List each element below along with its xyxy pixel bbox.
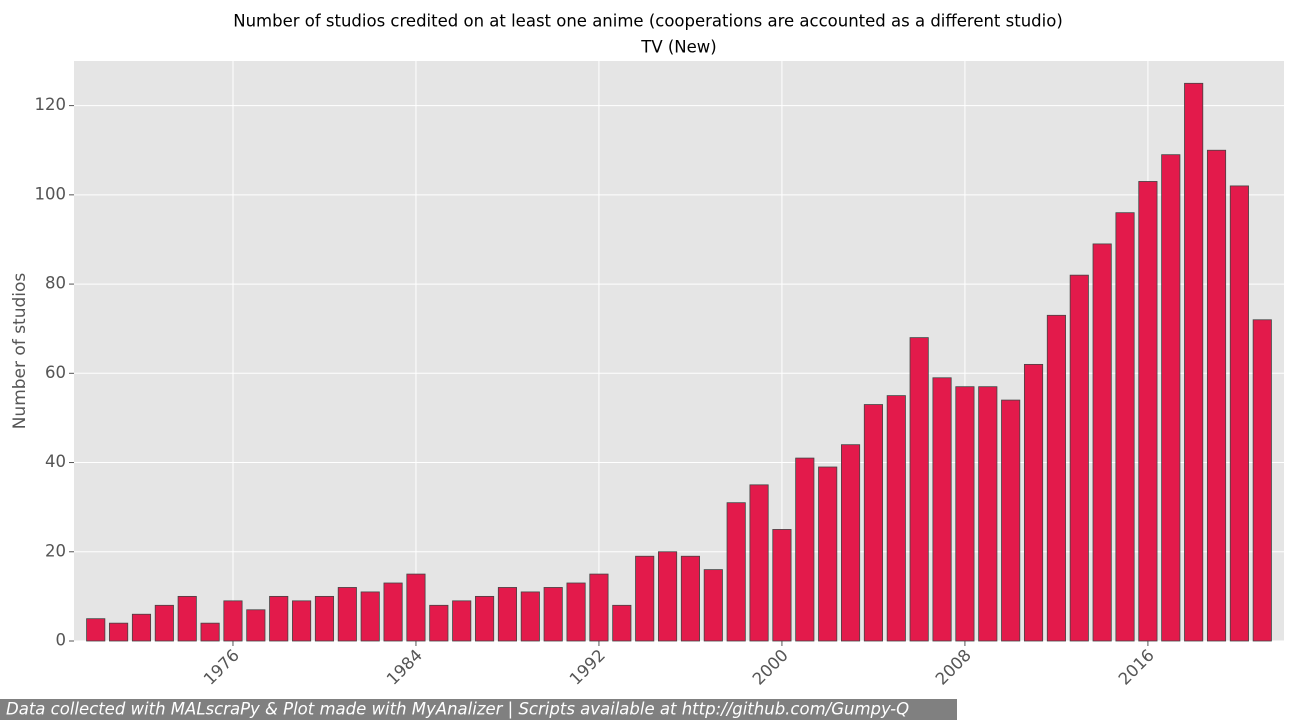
bar (86, 618, 106, 642)
bar (520, 591, 540, 642)
bar (589, 573, 609, 642)
bar (360, 591, 380, 642)
bar (1252, 319, 1272, 642)
bar (955, 386, 975, 642)
bar (1138, 181, 1158, 642)
bar (497, 587, 517, 642)
bar (1023, 363, 1044, 642)
bar (1046, 314, 1066, 642)
bar (475, 595, 495, 642)
footer-bg (0, 699, 957, 720)
bar (1161, 154, 1181, 642)
x-tick-label: 2000 (749, 646, 792, 689)
bar (841, 444, 861, 642)
bar (1092, 243, 1112, 642)
x-tick-label: 2008 (932, 646, 975, 689)
bar (818, 466, 838, 642)
x-tick-label: 1984 (383, 646, 426, 689)
bar (269, 595, 289, 642)
bar (680, 555, 700, 642)
bar (703, 569, 723, 642)
bar (749, 484, 769, 642)
bar (383, 582, 403, 642)
chart-subtitle: TV (New) (640, 38, 716, 57)
bar (863, 404, 883, 642)
bar (1206, 149, 1227, 642)
bar (978, 386, 998, 642)
bar (109, 622, 129, 642)
bar (337, 587, 357, 642)
footer: Data collected with MALscraPy & Plot mad… (6, 700, 909, 719)
bar (566, 582, 586, 642)
bar (543, 587, 563, 642)
bar (932, 377, 952, 642)
y-axis-label: Number of studios (10, 273, 30, 430)
y-tick-label: 40 (45, 452, 66, 471)
bar (612, 604, 632, 642)
bar (1184, 82, 1204, 642)
bar (909, 337, 929, 642)
bar (452, 600, 472, 642)
bar (1069, 274, 1089, 642)
bar (658, 551, 678, 642)
x-tick-label: 2016 (1115, 646, 1158, 689)
x-tick-label: 1976 (200, 646, 243, 689)
bar (292, 600, 312, 642)
bar (1115, 212, 1135, 642)
y-tick-label: 80 (45, 274, 66, 293)
bar (406, 573, 426, 642)
bar (1229, 185, 1249, 642)
y-tick-label: 60 (45, 363, 66, 382)
bar (177, 595, 197, 642)
bar (154, 604, 174, 642)
y-tick-label: 0 (56, 631, 67, 650)
bar (246, 609, 266, 642)
bar (131, 613, 152, 642)
bar (886, 395, 906, 642)
y-tick-label: 20 (45, 541, 66, 560)
bar (772, 529, 792, 642)
bar (200, 622, 220, 642)
y-tick-label: 100 (35, 184, 67, 203)
chart-title: Number of studios credited on at least o… (233, 12, 1063, 31)
bar (1001, 399, 1021, 642)
bar (429, 604, 449, 642)
x-tick-label: 1992 (566, 646, 609, 689)
bar (314, 595, 335, 642)
bar (726, 502, 746, 642)
y-tick-label: 120 (35, 95, 67, 114)
bar (795, 457, 815, 642)
bar (223, 600, 243, 642)
bar (635, 555, 655, 642)
